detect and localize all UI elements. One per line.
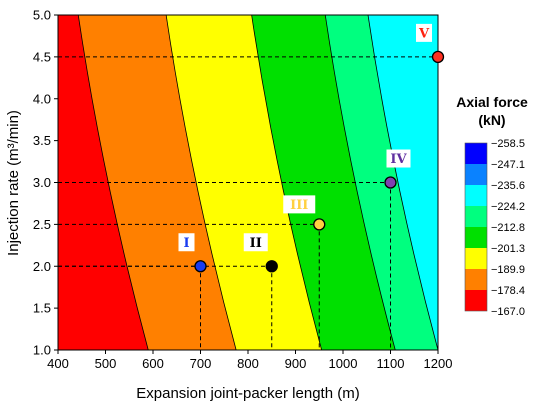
point-label: I xyxy=(183,236,189,251)
point-label-box xyxy=(386,149,411,168)
point-label-box xyxy=(243,233,268,252)
x-tick-label: 800 xyxy=(237,356,259,371)
colorbar-swatch xyxy=(465,248,487,269)
y-tick-label: 2.0 xyxy=(33,259,51,274)
colorbar-swatch xyxy=(465,269,487,290)
y-tick-label: 2.5 xyxy=(33,217,51,232)
x-axis-ticks: 400 500 600 700 800 900 1000 1100 1200 xyxy=(47,350,452,371)
point-label: II xyxy=(250,236,262,251)
contour-band xyxy=(251,15,396,350)
y-tick-label: 4.5 xyxy=(33,49,51,64)
data-point xyxy=(431,50,445,64)
colorbar-swatch xyxy=(465,164,487,185)
y-axis-title: Injection rate (m³/min) xyxy=(5,110,22,256)
colorbar-frame xyxy=(464,142,488,312)
colorbar-swatch xyxy=(465,185,487,206)
colorbar-title-line2: (kN) xyxy=(478,112,505,128)
y-tick-label: 1.5 xyxy=(33,301,51,316)
x-tick-label: 700 xyxy=(190,356,212,371)
point-label-box xyxy=(178,233,195,252)
colorbar-level-label: −201.3 xyxy=(491,243,525,255)
colorbar-level-label: −247.1 xyxy=(491,159,525,171)
y-tick-label: 3.0 xyxy=(33,175,51,190)
contour-line xyxy=(528,15,550,350)
x-axis-title: Expansion joint-packer length (m) xyxy=(136,385,359,402)
x-tick-label: 500 xyxy=(95,356,117,371)
colorbar-swatch xyxy=(465,206,487,227)
colorbar-level-label: −258.5 xyxy=(491,138,525,150)
colorbar-level-label: −189.9 xyxy=(491,264,525,276)
y-axis-ticks: 1.0 1.5 2.0 2.5 3.0 3.5 4.0 4.5 5.0 xyxy=(33,8,58,358)
colorbar-swatch xyxy=(465,227,487,248)
point-label-box xyxy=(416,23,432,42)
colorbar-level-label: −167.0 xyxy=(491,306,525,318)
x-tick-label: 900 xyxy=(285,356,307,371)
colorbar-level-label: −235.6 xyxy=(491,180,525,192)
colorbar-level-label: −212.8 xyxy=(491,222,525,234)
y-tick-label: 3.5 xyxy=(33,133,51,148)
y-tick-label: 5.0 xyxy=(33,8,51,23)
point-label: IV xyxy=(390,152,407,167)
data-point xyxy=(265,260,278,273)
point-label: III xyxy=(290,198,308,213)
x-tick-label: 600 xyxy=(142,356,164,371)
x-tick-label: 400 xyxy=(47,356,69,371)
point-label: V xyxy=(418,26,430,41)
colorbar-level-label: −178.4 xyxy=(491,285,525,297)
contour-line xyxy=(165,15,237,350)
data-point xyxy=(194,260,207,273)
guide-lines xyxy=(58,56,439,350)
point-label-box xyxy=(283,195,316,214)
contour-band xyxy=(528,15,550,350)
data-point xyxy=(384,176,397,189)
contour-line xyxy=(367,15,438,350)
colorbar-swatch xyxy=(465,143,487,164)
contour-line xyxy=(251,15,323,350)
colorbar-title-line1: Axial force xyxy=(456,94,528,110)
colorbar-level-label: −224.2 xyxy=(491,201,525,213)
y-tick-label: 1.0 xyxy=(33,343,51,358)
contour-band xyxy=(368,15,438,350)
colorbar: −258.5 −247.1 −235.6 −224.2 −212.8 −201.3 −189… xyxy=(464,138,525,318)
y-tick-label: 4.0 xyxy=(33,91,51,106)
x-tick-label: 1000 xyxy=(329,356,358,371)
x-tick-label: 1100 xyxy=(377,356,405,371)
colorbar-swatch xyxy=(465,290,487,311)
data-point xyxy=(313,218,326,231)
x-tick-label: 1200 xyxy=(424,356,453,371)
